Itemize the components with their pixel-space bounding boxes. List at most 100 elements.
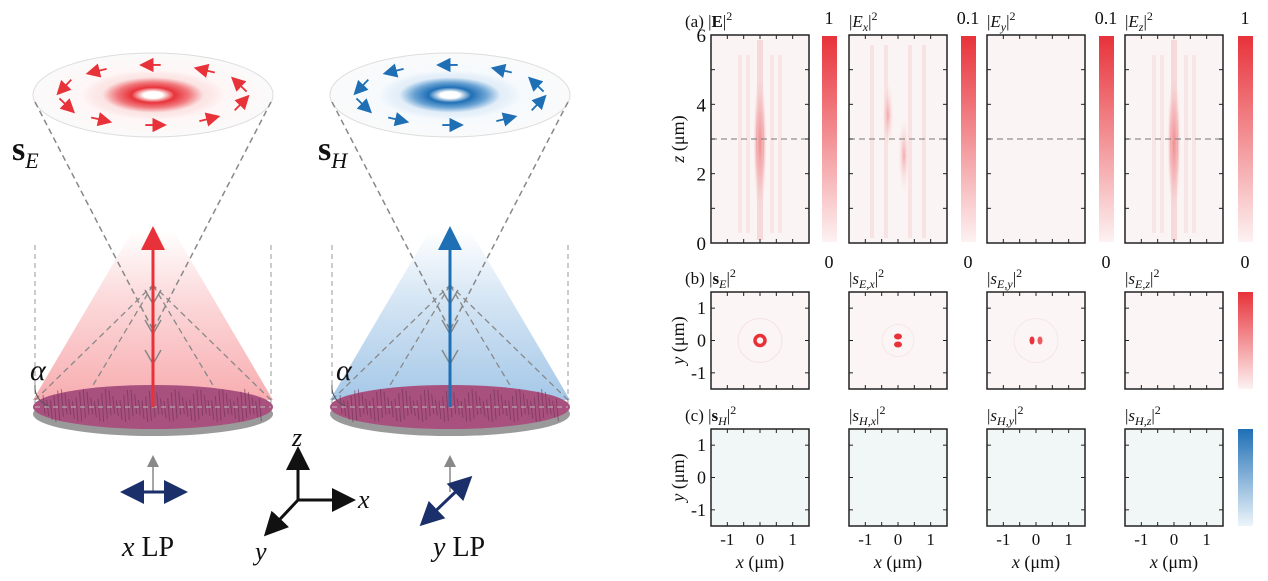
nanopillar bbox=[552, 400, 556, 418]
side-lobe bbox=[908, 45, 912, 238]
colorbar-min: 0 bbox=[1241, 252, 1250, 272]
nanopillar bbox=[185, 400, 189, 417]
nanopillar bbox=[233, 400, 237, 419]
nanopillar bbox=[497, 389, 501, 416]
spin-arrow bbox=[58, 97, 76, 114]
nanopillar bbox=[167, 398, 171, 422]
colorbar bbox=[1238, 429, 1253, 526]
nanopillar bbox=[60, 389, 64, 417]
nanopillar bbox=[49, 400, 53, 420]
y-tick-label: 4 bbox=[697, 95, 707, 116]
nanopillar bbox=[401, 389, 405, 420]
title-bar: | bbox=[726, 269, 729, 288]
title-superscript: 2 bbox=[1155, 403, 1161, 417]
title-symbol: E bbox=[712, 12, 723, 31]
title-superscript: 2 bbox=[878, 266, 884, 280]
panel-letter: (b) bbox=[685, 269, 709, 288]
nanopillar bbox=[145, 396, 149, 422]
nanopillar bbox=[130, 389, 134, 417]
nanopillar bbox=[365, 398, 369, 416]
title-bar: | bbox=[1151, 406, 1154, 425]
x-axis-label: x (μm) bbox=[1149, 552, 1198, 573]
plot-title: |sE,x|2 bbox=[849, 266, 884, 291]
nanopillar bbox=[104, 389, 108, 420]
nanopillar bbox=[126, 389, 130, 421]
spin-arrow bbox=[531, 94, 547, 112]
plot-a-2: |Ex|2 0.10 bbox=[848, 8, 979, 272]
x-tick-label: 1 bbox=[1064, 530, 1073, 549]
colorbar-min: 0 bbox=[1102, 252, 1111, 272]
x-tick-label: 0 bbox=[1032, 530, 1041, 549]
title-superscript: 2 bbox=[730, 403, 736, 417]
nanopillar bbox=[456, 398, 460, 415]
nanopillar bbox=[196, 389, 200, 420]
axis-unit: (μm) bbox=[744, 552, 784, 573]
nanopillar bbox=[372, 397, 376, 422]
nanopillar bbox=[354, 390, 358, 421]
nanopillar bbox=[240, 391, 244, 422]
title-bar: | bbox=[1014, 406, 1017, 425]
nanopillar bbox=[453, 392, 457, 415]
nanopillar bbox=[148, 390, 152, 422]
y-tick-label: 1 bbox=[697, 435, 706, 455]
spin-arrow bbox=[234, 94, 250, 112]
nanopillar bbox=[101, 393, 105, 422]
title-subscript: E,y bbox=[996, 277, 1013, 291]
plot-title: |sH,x|2 bbox=[849, 403, 885, 428]
title-superscript: 2 bbox=[1153, 266, 1159, 280]
ring bbox=[881, 324, 915, 357]
nanopillar bbox=[438, 400, 442, 420]
y-tick-label: 0 bbox=[697, 331, 706, 351]
y-axis-label: z (μm) bbox=[668, 115, 689, 163]
nanopillar bbox=[427, 389, 431, 417]
nanopillar bbox=[181, 396, 185, 415]
nanopillar bbox=[192, 394, 196, 422]
nanopillar bbox=[475, 391, 479, 415]
axis-unit: (μm) bbox=[668, 115, 689, 155]
nanopillar bbox=[343, 399, 347, 416]
polarization-axis: x bbox=[121, 532, 135, 563]
title-superscript: 2 bbox=[726, 9, 732, 23]
heatmap-background bbox=[1125, 429, 1223, 526]
plot-c-1: 10-1-1 0 1(c) |sH|2x (μm) bbox=[685, 403, 810, 573]
x-tick-label: -1 bbox=[1134, 530, 1148, 549]
nanopillar bbox=[416, 399, 420, 421]
lobe bbox=[894, 333, 902, 340]
axis-symbol: x bbox=[1149, 552, 1158, 572]
spin-symbol: s bbox=[318, 131, 331, 168]
colorbar-max: 0.1 bbox=[1095, 8, 1118, 28]
nanopillar bbox=[203, 395, 207, 415]
y-tick-label: 1 bbox=[697, 298, 706, 318]
heatmap-background bbox=[987, 292, 1085, 389]
spin-arrow bbox=[382, 63, 404, 78]
plot-c-3: -1 0 1|sH,y|2x (μm) bbox=[986, 403, 1086, 573]
colorbar bbox=[1099, 36, 1114, 242]
axis-x-label: x bbox=[357, 485, 370, 514]
nanopillar bbox=[541, 388, 545, 418]
cone-electric bbox=[32, 52, 274, 492]
dashed-cone-line bbox=[331, 101, 451, 331]
nanopillar bbox=[387, 397, 391, 415]
nanopillar bbox=[200, 389, 204, 416]
nanopillar bbox=[178, 391, 182, 415]
y-tick-label: 6 bbox=[697, 26, 707, 47]
hotspot bbox=[882, 80, 894, 150]
axis-y-label: y bbox=[252, 537, 267, 566]
nanopillar bbox=[350, 395, 354, 422]
axis-unit: (μm) bbox=[882, 552, 922, 573]
panel-letter: (c) bbox=[685, 406, 708, 425]
plot-title: |sH,z|2 bbox=[1125, 403, 1161, 428]
spin-arrow bbox=[91, 112, 113, 127]
nanopillar bbox=[346, 400, 350, 420]
title-subscript: E bbox=[718, 277, 727, 291]
nanopillar bbox=[530, 400, 534, 419]
nanopillar bbox=[97, 398, 101, 422]
nanopillar bbox=[115, 400, 119, 417]
dashed-cone-line bbox=[152, 284, 224, 403]
nanopillar bbox=[255, 400, 259, 418]
plot-title: |sH,y|2 bbox=[987, 403, 1023, 428]
nanopillar bbox=[445, 390, 449, 422]
